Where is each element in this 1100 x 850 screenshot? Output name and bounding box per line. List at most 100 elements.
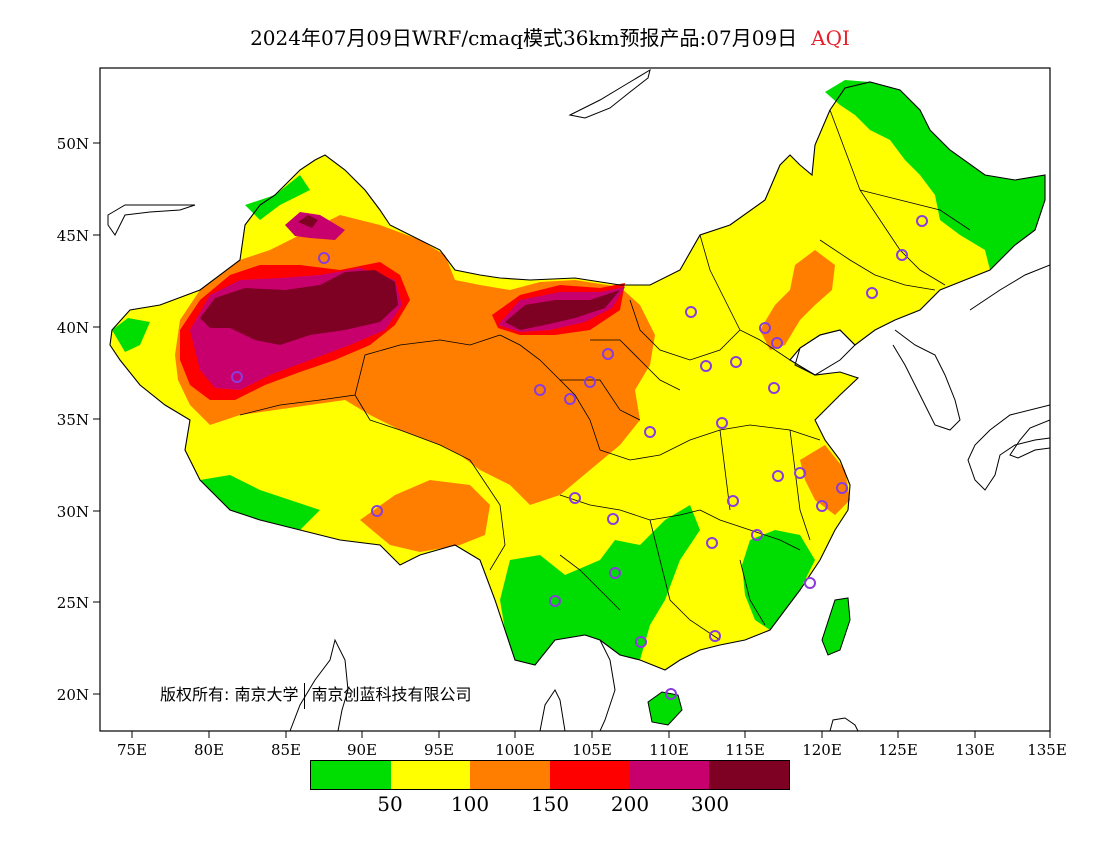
legend-swatch bbox=[629, 761, 710, 789]
x-tick-label: 120E bbox=[802, 741, 842, 759]
station-marker bbox=[602, 348, 614, 360]
y-tick-label: 35N bbox=[57, 411, 89, 429]
aqi-region-orange-tibet bbox=[360, 480, 490, 552]
bohai-coast bbox=[794, 329, 856, 376]
legend-label: 150 bbox=[530, 792, 570, 816]
station-marker bbox=[771, 337, 783, 349]
station-marker bbox=[727, 495, 739, 507]
station-marker bbox=[730, 356, 742, 368]
china-outline bbox=[109, 81, 1046, 671]
station-marker bbox=[706, 537, 718, 549]
x-tick-label: 90E bbox=[347, 741, 377, 759]
aqi-region-maroon-2 bbox=[505, 290, 620, 330]
legend-label: 100 bbox=[450, 792, 490, 816]
station-marker bbox=[896, 249, 908, 261]
station-marker bbox=[564, 393, 576, 405]
luzon-coast bbox=[829, 717, 859, 731]
x-tick-label: 95E bbox=[424, 741, 454, 759]
indochina-coast bbox=[539, 639, 616, 731]
x-tick-labels: 75E 80E 85E 90E 95E 100E 105E 110E 115E … bbox=[117, 741, 1067, 759]
x-tick-label: 110E bbox=[649, 741, 689, 759]
copyright-notice: 版权所有: 南京大学 南京创蓝科技有限公司 bbox=[160, 681, 472, 709]
lake-baikal bbox=[568, 68, 651, 119]
legend-label: 200 bbox=[610, 792, 650, 816]
korea-coast bbox=[892, 329, 961, 431]
legend-swatch bbox=[550, 761, 630, 789]
y-tick-label: 50N bbox=[57, 135, 89, 153]
station-marker bbox=[371, 505, 383, 517]
aqi-region-green-hainan bbox=[648, 692, 682, 725]
legend-swatch bbox=[709, 761, 790, 789]
aqi-region-orange-jingjinji bbox=[760, 250, 835, 350]
station-marker bbox=[685, 306, 697, 318]
station-marker bbox=[700, 360, 712, 372]
station-marker bbox=[534, 384, 546, 396]
aqi-region-orange-east bbox=[800, 445, 850, 515]
x-tick-label: 80E bbox=[194, 741, 224, 759]
title-variable: AQI bbox=[811, 26, 850, 50]
aqi-region-purple-3 bbox=[285, 212, 345, 240]
station-markers bbox=[231, 215, 928, 700]
legend-swatch bbox=[390, 761, 471, 789]
y-tick-label: 40N bbox=[57, 319, 89, 337]
station-marker bbox=[916, 215, 928, 227]
lake-balkhash bbox=[107, 204, 196, 236]
aqi-region-green-southeast bbox=[742, 530, 815, 630]
x-tick-label: 130E bbox=[955, 741, 995, 759]
aqi-region-maroon bbox=[200, 270, 398, 345]
neighbor-coastlines bbox=[107, 68, 1050, 731]
x-tick-label: 85E bbox=[271, 741, 301, 759]
plot-frame bbox=[99, 67, 1051, 732]
station-marker bbox=[635, 636, 647, 648]
y-tick-label: 25N bbox=[57, 594, 89, 612]
x-tick-label: 135E bbox=[1027, 741, 1067, 759]
station-marker bbox=[836, 482, 848, 494]
hainan-outline bbox=[647, 691, 683, 726]
aqi-region-green-south bbox=[500, 505, 700, 665]
legend-swatch bbox=[311, 761, 391, 789]
station-marker bbox=[768, 382, 780, 394]
station-marker bbox=[716, 417, 728, 429]
title-text: 2024年07月09日WRF/cmaq模式36km预报产品:07月09日 bbox=[250, 26, 798, 50]
aqi-region-maroon-3 bbox=[298, 215, 318, 228]
aqi-region-green-west bbox=[112, 318, 150, 352]
copyright-separator bbox=[304, 682, 306, 709]
legend-label: 50 bbox=[377, 792, 403, 816]
legend-swatch bbox=[470, 761, 551, 789]
station-marker bbox=[549, 595, 561, 607]
x-tick-label: 100E bbox=[495, 741, 535, 759]
copyright-prefix: 版权所有: 南京大学 bbox=[160, 685, 299, 704]
aqi-region-green-tibet bbox=[200, 475, 320, 530]
x-axis bbox=[131, 731, 1051, 738]
y-tick-label: 45N bbox=[57, 227, 89, 245]
y-tick-labels: 50N 45N 40N 35N 30N 25N 20N bbox=[57, 135, 89, 704]
aqi-region-green-north bbox=[245, 175, 310, 220]
station-marker bbox=[751, 529, 763, 541]
station-marker bbox=[607, 513, 619, 525]
legend-labels: 50 100 150 200 300 bbox=[310, 792, 790, 818]
japan-coast bbox=[967, 264, 1050, 491]
y-axis bbox=[93, 142, 100, 695]
province-borders bbox=[239, 109, 971, 641]
station-marker bbox=[231, 371, 243, 383]
aqi-region-green-northeast bbox=[825, 80, 1045, 270]
taiwan-outline bbox=[821, 597, 851, 656]
station-marker bbox=[584, 376, 596, 388]
legend-label: 300 bbox=[690, 792, 730, 816]
x-tick-label: 105E bbox=[572, 741, 612, 759]
copyright-suffix: 南京创蓝科技有限公司 bbox=[311, 685, 472, 704]
station-marker bbox=[609, 567, 621, 579]
station-marker bbox=[772, 470, 784, 482]
x-tick-label: 125E bbox=[878, 741, 918, 759]
x-tick-label: 115E bbox=[725, 741, 765, 759]
station-marker bbox=[759, 322, 771, 334]
station-marker bbox=[569, 492, 581, 504]
station-marker bbox=[318, 252, 330, 264]
station-marker bbox=[665, 688, 677, 700]
station-marker bbox=[794, 467, 806, 479]
station-marker bbox=[644, 426, 656, 438]
x-tick-label: 75E bbox=[117, 741, 147, 759]
aqi-field bbox=[107, 68, 1050, 731]
map-title: 2024年07月09日WRF/cmaq模式36km预报产品:07月09日 AQI bbox=[0, 22, 1100, 51]
